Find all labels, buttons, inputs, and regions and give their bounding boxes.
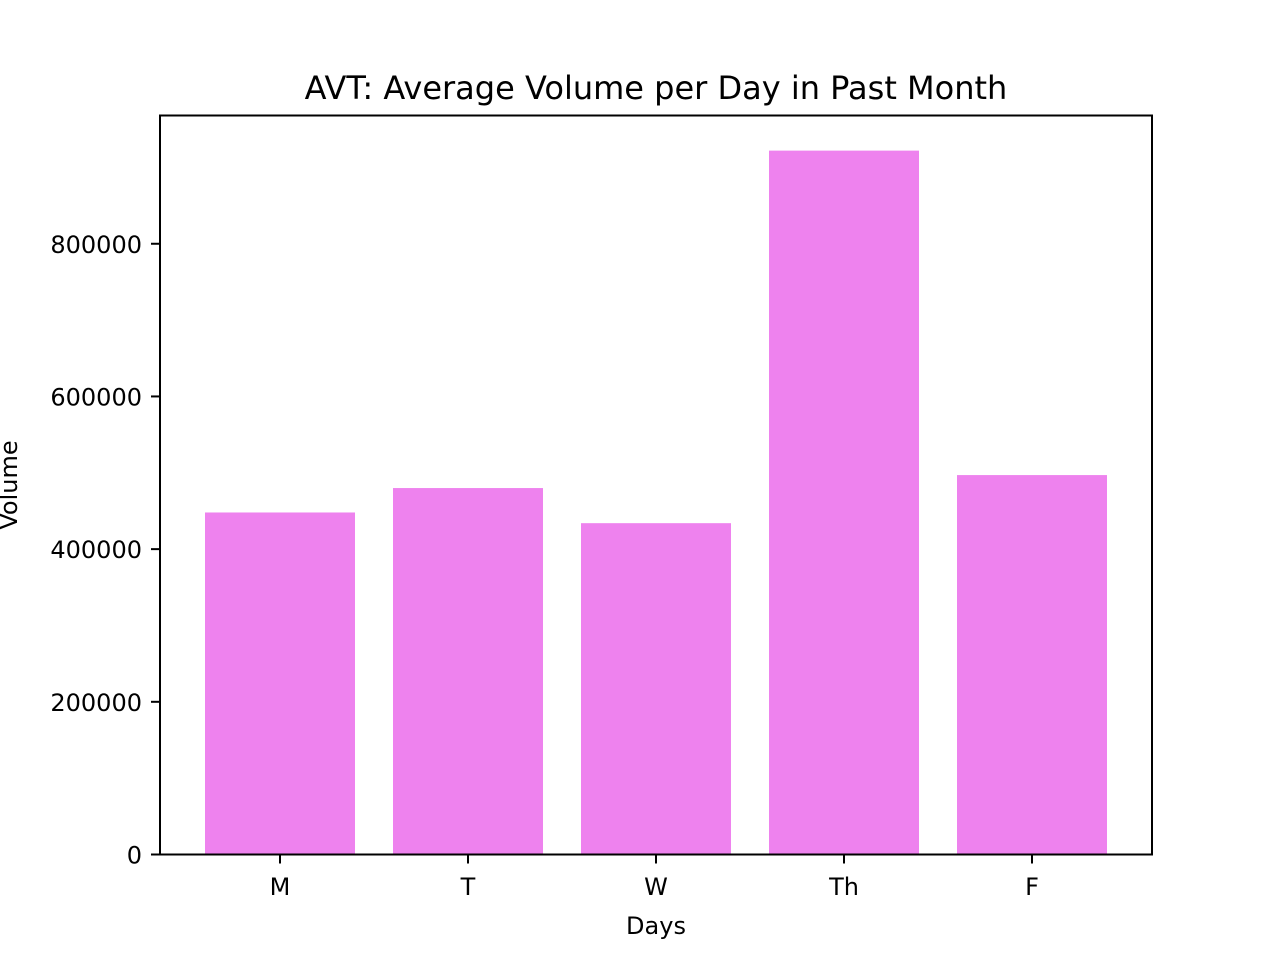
bar-w: [581, 523, 731, 855]
y-tick-label: 400000: [50, 536, 142, 564]
chart-title: AVT: Average Volume per Day in Past Mont…: [305, 69, 1008, 107]
x-tick-label: F: [1025, 873, 1039, 901]
y-tick-label: 800000: [50, 231, 142, 259]
bar-m: [205, 512, 355, 855]
y-axis-ticks: 0 200000 400000 600000 800000: [50, 231, 160, 870]
x-tick-label: T: [460, 873, 476, 901]
y-tick-label: 200000: [50, 689, 142, 717]
bar-t: [393, 488, 543, 855]
bars-layer: [205, 150, 1107, 855]
y-axis-label: Volume: [0, 440, 23, 529]
bar-th: [769, 150, 919, 855]
x-tick-label: M: [270, 873, 291, 901]
plot-frame: [159, 114, 1153, 856]
x-tick-label: Th: [828, 873, 859, 901]
x-axis-ticks: M T W Th F: [270, 854, 1039, 901]
y-tick-label: 0: [127, 842, 142, 870]
y-tick-label: 600000: [50, 383, 142, 411]
x-tick-label: W: [644, 873, 668, 901]
bar-f: [957, 475, 1107, 855]
x-axis-label: Days: [626, 912, 686, 940]
